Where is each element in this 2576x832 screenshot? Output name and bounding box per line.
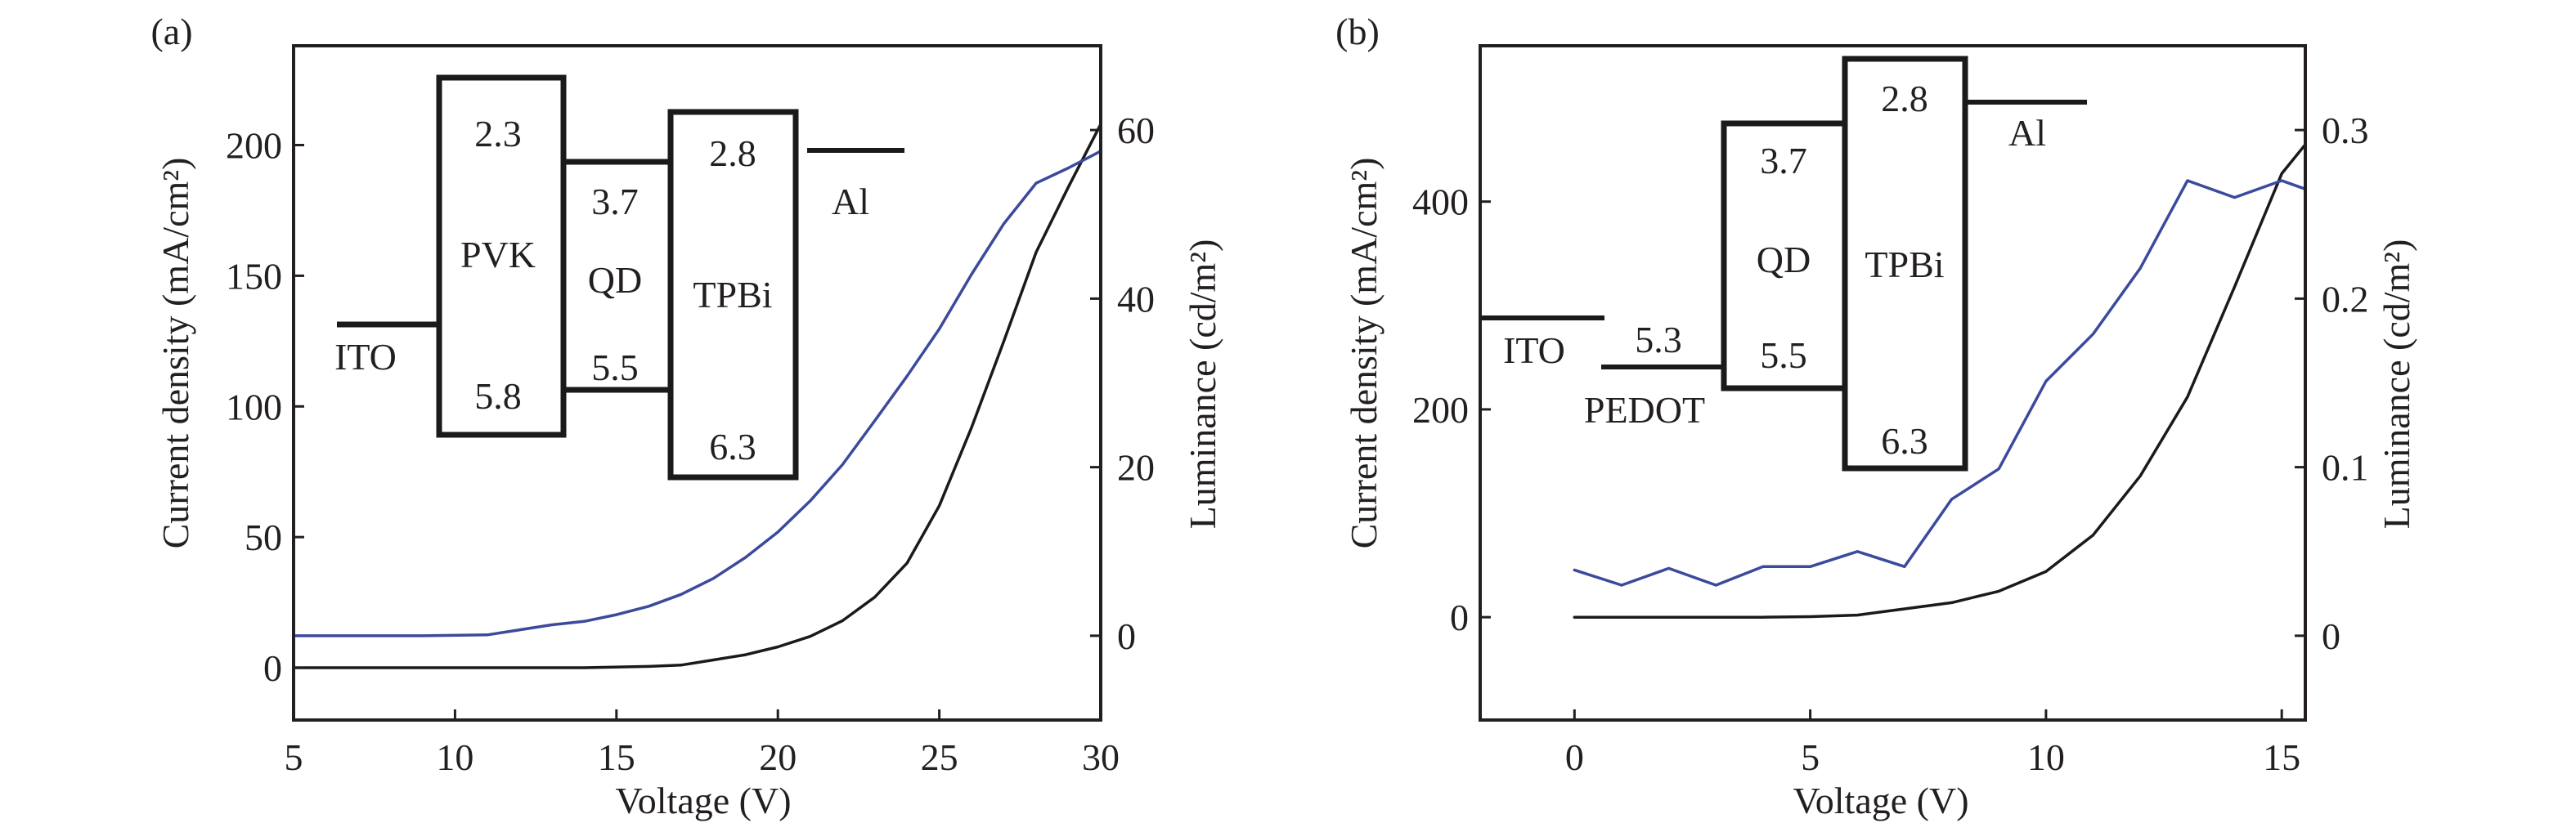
pvk-lumo-label: 2.3 <box>474 113 522 154</box>
y-tick-label: 150 <box>226 255 282 297</box>
tpbi-homo-label-a: 6.3 <box>709 426 756 467</box>
qd-lumo-label-a: 3.7 <box>591 181 639 222</box>
y-axis-right-title-b: Luminance (cd/m²) <box>2376 239 2417 530</box>
qd-homo-label-a: 5.5 <box>591 347 639 388</box>
pvk-homo-label: 5.8 <box>474 375 522 417</box>
current-density-line <box>1573 143 2307 619</box>
tpbi-lumo-label-b: 2.8 <box>1881 78 1928 119</box>
panel-label-a: (a) <box>150 11 192 52</box>
x-tick-label: 25 <box>921 736 958 778</box>
x-tick-label: 10 <box>2027 736 2065 778</box>
al-label-b: Al <box>2008 112 2046 154</box>
y-right-tick-label: 0.2 <box>2322 278 2369 320</box>
pvk-box <box>436 74 567 438</box>
x-tick-label: 15 <box>2263 736 2300 778</box>
y-tick-label: 200 <box>1412 389 1469 431</box>
y-right-tick-label: 0 <box>1117 615 1136 657</box>
y-tick-label: 50 <box>245 517 282 558</box>
qd-label-b: QD <box>1757 239 1811 280</box>
pedot-value-label: 5.3 <box>1635 319 1682 360</box>
tpbi-label-a: TPBi <box>693 274 772 315</box>
al-label-a: Al <box>832 181 869 222</box>
y-tick-label: 0 <box>263 647 282 689</box>
y-right-tick-label: 60 <box>1117 110 1155 151</box>
y-right-tick-label: 20 <box>1117 447 1155 489</box>
x-tick-label: 30 <box>1082 736 1120 778</box>
panel-b: (b) ITO 5.3 PEDOT 3.7 QD 5.5 2.8 TPBi 6.… <box>1335 11 2417 821</box>
qd-lumo-label-b: 3.7 <box>1760 140 1807 181</box>
tpbi-homo-label-b: 6.3 <box>1881 420 1928 462</box>
panel-a: (a) ITO 2.3 PVK 5.8 3.7 QD 5.5 2.8 TPBi … <box>150 11 1223 821</box>
ticks-b: 0 5 10 15 0 200 400 0 0.1 0.2 0.3 <box>1412 110 2369 778</box>
x-tick-label: 10 <box>436 736 473 778</box>
plot-frame-b <box>1479 44 2307 722</box>
panel-label-b: (b) <box>1335 11 1380 52</box>
qd-label-a: QD <box>588 259 642 301</box>
y-right-tick-label: 0 <box>2322 615 2340 657</box>
y-axis-title-b: Current density (mA/cm²) <box>1343 158 1384 549</box>
x-tick-label: 5 <box>1801 736 1820 778</box>
y-tick-label: 200 <box>226 125 282 167</box>
y-right-tick-label: 40 <box>1117 278 1155 320</box>
y-right-tick-label: 0.1 <box>2322 447 2369 489</box>
x-axis-title-a: Voltage (V) <box>615 780 791 821</box>
pvk-label: PVK <box>460 234 536 275</box>
luminance-line <box>1573 179 2307 587</box>
plot-frame-a <box>292 44 1102 722</box>
x-tick-label: 0 <box>1565 736 1584 778</box>
ticks-a: 5 10 15 20 25 30 0 50 100 150 200 0 20 40 60 <box>226 110 1155 778</box>
y-axis-right-title-a: Luminance (cd/m²) <box>1182 239 1223 530</box>
x-tick-label: 5 <box>285 736 303 778</box>
tpbi-label-b: TPBi <box>1865 244 1944 285</box>
y-tick-label: 100 <box>226 386 282 427</box>
qd-homo-label-b: 5.5 <box>1760 334 1807 376</box>
tpbi-box-b <box>1842 56 1968 472</box>
tpbi-lumo-label-a: 2.8 <box>709 132 756 174</box>
y-right-tick-label: 0.3 <box>2322 110 2369 151</box>
x-tick-label: 20 <box>759 736 797 778</box>
ito-label-b: ITO <box>1503 329 1565 371</box>
current-density-line <box>292 123 1102 669</box>
tpbi-box-a <box>667 109 799 481</box>
x-tick-label: 15 <box>598 736 635 778</box>
series-layer-a <box>292 123 1102 669</box>
y-axis-title-a: Current density (mA/cm²) <box>155 158 196 549</box>
y-tick-label: 400 <box>1412 181 1469 223</box>
energy-diagram-a: ITO 2.3 PVK 5.8 3.7 QD 5.5 2.8 TPBi 6.3 … <box>334 74 904 481</box>
x-axis-title-b: Voltage (V) <box>1793 780 1968 821</box>
y-tick-label: 0 <box>1450 597 1469 638</box>
luminance-line <box>292 150 1102 637</box>
energy-diagram-b: ITO 5.3 PEDOT 3.7 QD 5.5 2.8 TPBi 6.3 Al <box>1482 56 2087 472</box>
pedot-label: PEDOT <box>1584 389 1705 431</box>
ito-label-a: ITO <box>334 336 397 378</box>
